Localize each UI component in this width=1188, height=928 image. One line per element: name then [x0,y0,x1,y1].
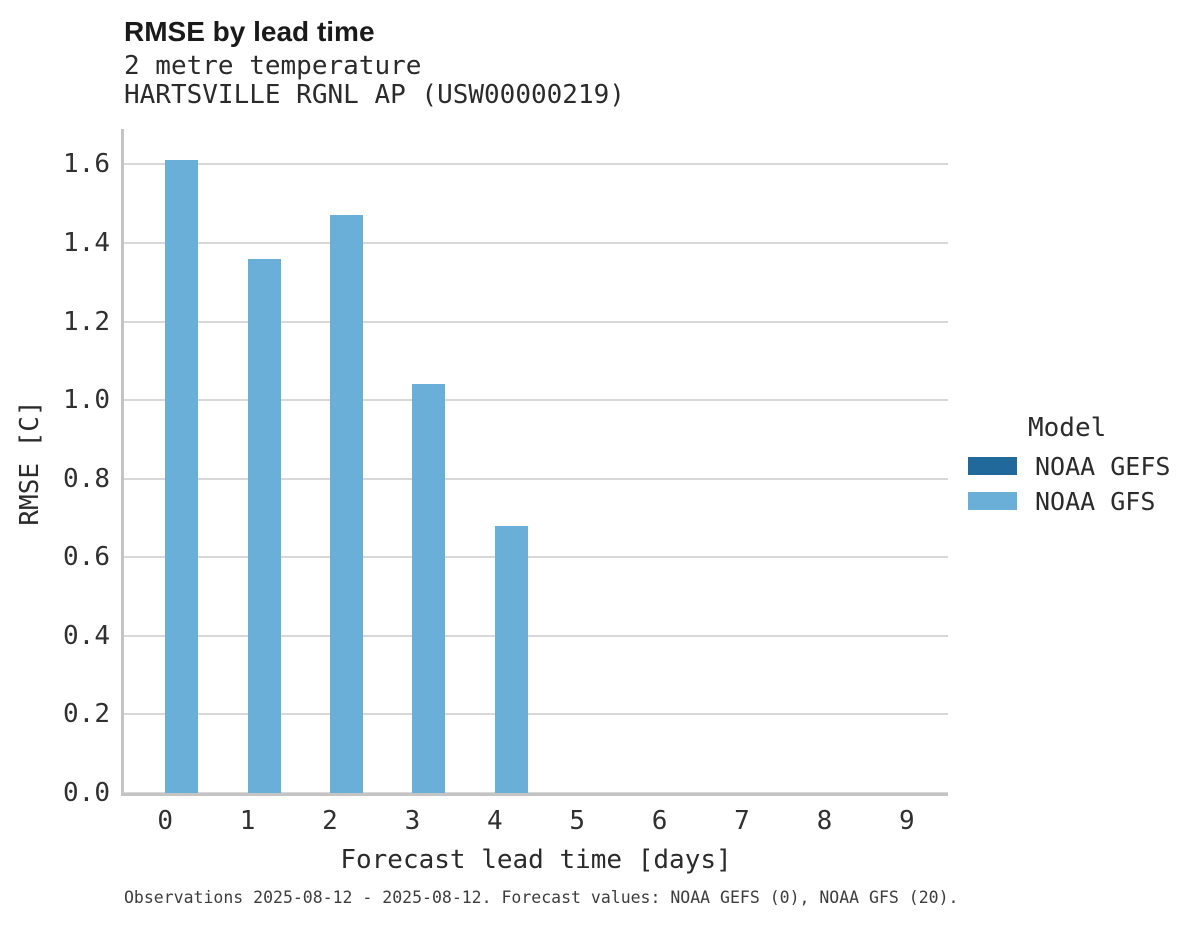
y-tick-label: 0.2 [63,699,110,730]
x-axis-spine [121,793,948,796]
x-axis-labels: 0 1 2 3 4 5 6 7 8 9 [124,806,948,840]
plot-area [121,129,948,796]
chart-subtitle-station: HARTSVILLE RGNL AP (USW00000219) [124,80,625,110]
legend-item-noaa-gefs: NOAA GEFS [968,451,1182,481]
y-tick-label: 0.0 [63,778,110,808]
x-tick-label: 3 [404,806,421,836]
x-tick-label: 5 [569,806,586,836]
bar-noaa-gfs-lead-0 [165,160,199,793]
legend-label: NOAA GFS [1035,486,1156,516]
y-tick-label: 0.6 [63,542,110,573]
y-axis-labels: 0.0 0.2 0.4 0.6 0.8 1.0 1.2 1.4 1.6 [0,129,110,806]
legend-swatch-noaa-gefs [968,457,1017,475]
x-tick-label: 6 [651,806,668,836]
legend: Model NOAA GEFS NOAA GFS [968,413,1182,523]
y-tick-label: 0.8 [63,463,110,494]
gridline [124,241,948,244]
chart-subtitle: 2 metre temperature HARTSVILLE RGNL AP (… [124,52,625,110]
x-tick-label: 2 [322,806,338,836]
gridline [124,163,948,166]
legend-items: NOAA GEFS NOAA GFS [968,451,1182,516]
x-axis-title: Forecast lead time [days] [340,845,732,875]
bar-noaa-gfs-lead-4 [494,525,528,793]
x-tick-label: 8 [816,806,833,836]
x-tick-label: 9 [898,806,915,836]
bar-noaa-gfs-lead-2 [330,215,363,793]
legend-item-noaa-gfs: NOAA GFS [968,486,1182,516]
y-tick-label: 1.4 [63,227,110,258]
y-tick-label: 1.0 [63,385,110,416]
gridline [124,634,948,637]
gridline [124,320,948,323]
y-axis-title: RMSE [C] [15,400,45,526]
y-tick-label: 1.6 [63,149,110,180]
chart-subtitle-variable: 2 metre temperature [124,51,422,81]
legend-title: Model [1028,413,1107,443]
y-tick-label: 0.4 [63,620,110,651]
legend-swatch-noaa-gfs [968,492,1017,510]
gridline [124,399,948,402]
gridline [124,477,948,480]
y-tick-label: 1.2 [63,306,110,337]
chart-title: RMSE by lead time [124,16,375,47]
x-tick-label: 7 [734,806,750,836]
x-tick-label: 0 [157,806,174,836]
footer-caption: Observations 2025-08-12 - 2025-08-12. Fo… [124,888,959,907]
y-axis-spine [121,129,124,793]
bar-noaa-gfs-lead-1 [247,258,281,793]
bar-noaa-gfs-lead-3 [412,384,446,793]
gridline [124,713,948,716]
x-tick-label: 4 [486,806,503,836]
legend-label: NOAA GEFS [1035,451,1171,481]
x-tick-label: 1 [239,806,256,836]
gridline [124,556,948,559]
